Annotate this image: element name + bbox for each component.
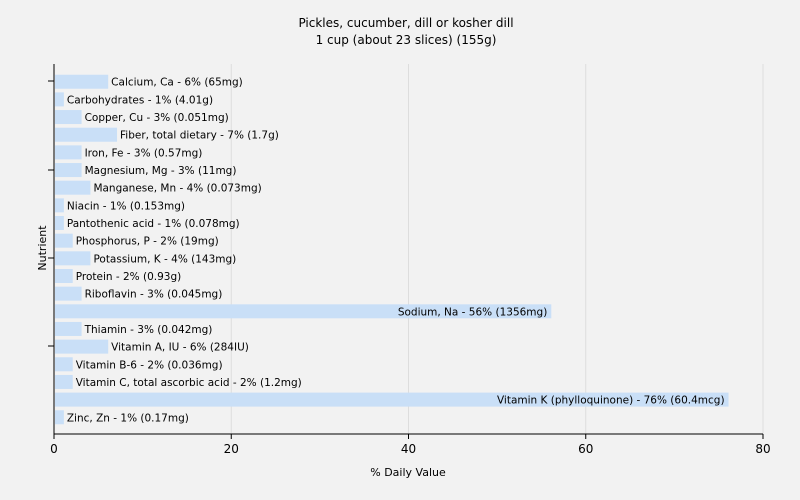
- bar: [55, 286, 82, 301]
- bar: [55, 304, 552, 319]
- x-ticks: 0 20 40 60 80: [50, 434, 771, 456]
- x-tick-label: 20: [224, 442, 239, 456]
- bar-label: Calcium, Ca - 6% (65mg): [111, 77, 243, 89]
- x-tick-label: 60: [578, 442, 593, 456]
- bar-label: Manganese, Mn - 4% (0.073mg): [93, 183, 261, 195]
- bar-label: Carbohydrates - 1% (4.01g): [67, 94, 213, 106]
- bar: [55, 410, 64, 425]
- bar-label: Iron, Fe - 3% (0.57mg): [85, 147, 203, 159]
- y-axis-label: Nutrient: [36, 225, 49, 271]
- bar: [55, 180, 91, 195]
- bar: [55, 74, 109, 89]
- x-tick-label: 0: [50, 442, 58, 456]
- bar: [55, 251, 91, 266]
- bar: [55, 216, 64, 231]
- bar-label: Vitamin K (phylloquinone) - 76% (60.4mcg…: [497, 395, 725, 407]
- bar: [55, 163, 82, 178]
- bar-label: Thiamin - 3% (0.042mg): [84, 324, 213, 336]
- chart-subtitle: 1 cup (about 23 slices) (155g): [316, 33, 497, 47]
- x-tick-label: 80: [755, 442, 770, 456]
- bar-label: Vitamin A, IU - 6% (284IU): [111, 342, 249, 354]
- bar: [55, 145, 82, 160]
- bar: [55, 321, 82, 336]
- bar: [55, 392, 729, 407]
- bar: [55, 374, 73, 389]
- bar-label: Vitamin C, total ascorbic acid - 2% (1.2…: [76, 377, 302, 389]
- bar: [55, 110, 82, 125]
- bar-label: Fiber, total dietary - 7% (1.7g): [120, 130, 279, 142]
- bar-label: Vitamin B-6 - 2% (0.036mg): [76, 359, 223, 371]
- bar-label: Phosphorus, P - 2% (19mg): [76, 236, 219, 248]
- x-axis-label: % Daily Value: [370, 466, 446, 479]
- bar-label: Magnesium, Mg - 3% (11mg): [85, 165, 237, 177]
- bar: [55, 357, 73, 372]
- bar-label: Protein - 2% (0.93g): [76, 271, 182, 283]
- chart-title: Pickles, cucumber, dill or kosher dill: [298, 16, 513, 30]
- bar-label: Pantothenic acid - 1% (0.078mg): [67, 218, 240, 230]
- gridlines: [230, 64, 764, 434]
- bar-label: Riboflavin - 3% (0.045mg): [85, 289, 223, 301]
- bar: [55, 339, 109, 354]
- bar-label: Copper, Cu - 3% (0.051mg): [85, 112, 229, 124]
- bar: [55, 268, 73, 283]
- bar-label: Potassium, K - 4% (143mg): [93, 253, 236, 265]
- bars: Calcium, Ca - 6% (65mg) Carbohydrates - 1…: [55, 74, 729, 425]
- bar: [55, 127, 118, 142]
- bar-label: Zinc, Zn - 1% (0.17mg): [67, 412, 189, 424]
- bar: [55, 92, 64, 107]
- bar: [55, 233, 73, 248]
- bar-label: Sodium, Na - 56% (1356mg): [398, 306, 547, 318]
- x-tick-label: 40: [401, 442, 416, 456]
- bar: [55, 198, 64, 213]
- bar-label: Niacin - 1% (0.153mg): [67, 200, 185, 212]
